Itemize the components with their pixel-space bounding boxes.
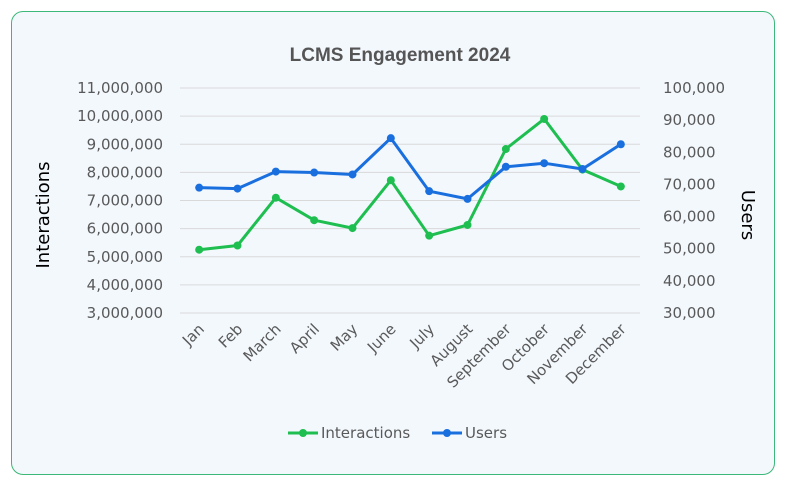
data-point-interactions — [233, 241, 242, 250]
right-tick-label: 100,000 — [663, 79, 725, 97]
data-point-users — [348, 170, 357, 179]
left-tick-label: 6,000,000 — [87, 220, 163, 238]
right-tick-label: 30,000 — [663, 304, 716, 322]
left-axis-ticks: 3,000,000 4,000,000 5,000,000 6,000,000 7,00… — [77, 79, 163, 322]
right-tick-label: 80,000 — [663, 143, 716, 161]
x-tick-label: June — [363, 320, 400, 357]
right-tick-label: 40,000 — [663, 272, 716, 290]
right-axis-ticks: 30,000 40,000 50,000 60,000 70,000 80,000 90,0… — [663, 79, 725, 322]
x-tick-label: April — [286, 320, 323, 357]
right-tick-label: 90,000 — [663, 111, 716, 129]
left-tick-label: 11,000,000 — [77, 79, 163, 97]
data-point-interactions — [386, 176, 395, 185]
data-point-users — [463, 194, 472, 203]
legend-swatch-marker — [299, 429, 307, 437]
left-tick-label: 3,000,000 — [87, 304, 163, 322]
data-point-users — [195, 183, 204, 192]
data-point-interactions — [616, 182, 625, 191]
left-tick-label: 10,000,000 — [77, 107, 163, 125]
series-layer — [195, 114, 625, 254]
x-tick-label: March — [240, 320, 285, 365]
right-tick-label: 70,000 — [663, 175, 716, 193]
legend-label: Users — [465, 424, 507, 442]
data-point-users — [271, 167, 280, 176]
left-tick-label: 8,000,000 — [87, 163, 163, 181]
right-tick-label: 60,000 — [663, 208, 716, 226]
left-tick-label: 4,000,000 — [87, 276, 163, 294]
legend: Interactions Users — [288, 424, 507, 442]
data-point-interactions — [348, 224, 357, 233]
data-point-interactions — [195, 245, 204, 254]
series-line-interactions — [199, 117, 622, 252]
data-point-interactions — [501, 145, 510, 154]
x-tick-label: Feb — [215, 320, 247, 352]
data-point-users — [616, 140, 625, 149]
x-tick-label: May — [327, 320, 362, 355]
data-point-users — [425, 187, 434, 196]
x-tick-label: July — [405, 320, 438, 353]
series-line-users — [199, 136, 622, 201]
right-axis-title: Users — [737, 190, 758, 240]
data-point-users — [501, 162, 510, 171]
legend-label: Interactions — [321, 424, 410, 442]
right-tick-label: 50,000 — [663, 240, 716, 258]
data-point-users — [310, 168, 319, 177]
left-tick-label: 7,000,000 — [87, 192, 163, 210]
data-point-users — [386, 134, 395, 143]
data-point-interactions — [425, 231, 434, 240]
x-tick-label: Jan — [178, 320, 208, 350]
data-point-interactions — [271, 193, 280, 202]
data-point-interactions — [540, 114, 549, 123]
data-point-interactions — [310, 216, 319, 225]
data-point-interactions — [463, 220, 472, 229]
data-point-users — [578, 165, 587, 173]
data-point-users — [233, 184, 242, 193]
chart-title: LCMS Engagement 2024 — [290, 45, 511, 66]
data-point-users — [540, 159, 549, 168]
legend-swatch-marker — [443, 429, 451, 437]
left-tick-label: 5,000,000 — [87, 248, 163, 266]
left-axis-title: Interactions — [33, 161, 54, 268]
left-tick-label: 9,000,000 — [87, 135, 163, 153]
gridlines — [180, 87, 640, 314]
